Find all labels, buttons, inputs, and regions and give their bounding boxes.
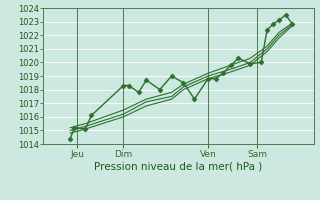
- X-axis label: Pression niveau de la mer( hPa ): Pression niveau de la mer( hPa ): [94, 161, 262, 171]
